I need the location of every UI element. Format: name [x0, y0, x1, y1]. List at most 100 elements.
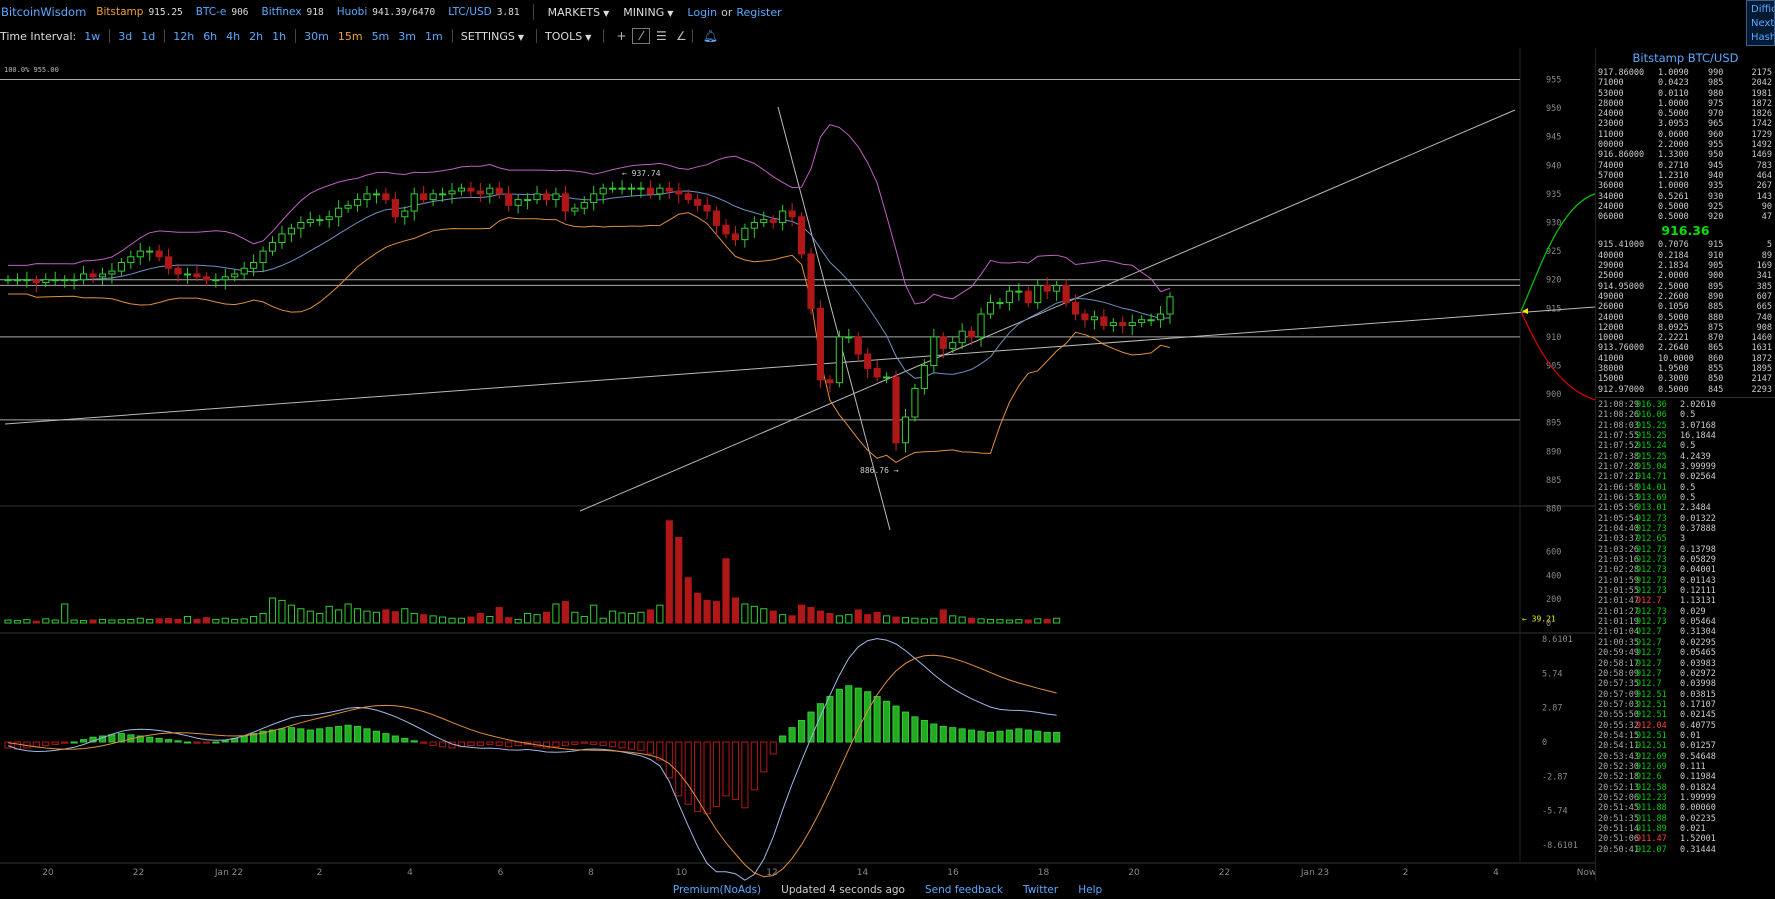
twitter-link[interactable]: Twitter — [1023, 884, 1059, 896]
candle — [1015, 290, 1023, 293]
ticker-bitfinex[interactable]: Bitfinex 918 — [262, 6, 324, 18]
crosshair-icon[interactable]: + — [616, 29, 627, 43]
trade-price: 912.51 — [1636, 741, 1667, 752]
trade-price: 912.73 — [1636, 513, 1667, 524]
interval-2h[interactable]: 2h — [249, 29, 264, 43]
interval-1d[interactable]: 1d — [141, 29, 156, 43]
volume-bar — [146, 618, 154, 624]
volume-bar — [779, 614, 787, 624]
interval-6h[interactable]: 6h — [203, 29, 218, 43]
depth-bid-curve — [1520, 193, 1595, 312]
book-cell: 49000 — [1598, 291, 1624, 302]
macd-histogram-bar — [70, 741, 78, 744]
interval-12h[interactable]: 12h — [173, 29, 195, 43]
candle — [70, 279, 78, 282]
macd-histogram-bar — [835, 688, 843, 743]
interval-1m[interactable]: 1m — [425, 29, 443, 43]
difficulty-info-box[interactable]: Diffic Next Hash — [1746, 0, 1775, 46]
volume-bar — [155, 618, 163, 624]
corner-line: Next — [1751, 18, 1775, 29]
trade-time: 21:01:55 — [1598, 586, 1639, 597]
settings-menu[interactable]: SETTINGS ▼ — [460, 29, 525, 43]
bell-icon[interactable]: 🔔︎ — [702, 29, 718, 43]
ticker-bitstamp[interactable]: Bitstamp 915.25 — [96, 6, 182, 18]
price-chart[interactable]: 955 950 945 940 935 930 925 920 915 910 905 900 895 8… — [0, 48, 1595, 881]
candle — [23, 279, 31, 282]
corner-line: Hash — [1751, 32, 1775, 43]
interval-1h[interactable]: 1h — [272, 29, 287, 43]
bid-row: 912.97000 0.5000 845 2293 — [1596, 385, 1775, 395]
book-cell: 895 — [1708, 281, 1724, 292]
brand-logo[interactable]: BitcoinWisdom — [1, 5, 87, 19]
volume-bar — [193, 618, 201, 624]
volume-bar — [656, 604, 664, 624]
trade-amount: 0.54648 — [1680, 751, 1716, 762]
macd-histogram-bar — [826, 696, 834, 743]
horizontal-lines-icon[interactable]: ☰ — [655, 29, 667, 43]
price-tick-label: 925 — [1546, 247, 1561, 257]
candle — [920, 365, 928, 389]
volume-bar — [4, 619, 12, 624]
trade-time: 21:07:38 — [1598, 451, 1639, 462]
macd-histogram-bar — [363, 728, 371, 743]
candle — [656, 187, 664, 195]
trade-time: 21:07:28 — [1598, 461, 1639, 472]
interval-5m[interactable]: 5m — [371, 29, 390, 43]
book-cell: 915 — [1708, 240, 1724, 251]
macd-histogram-bar — [590, 741, 598, 745]
send-feedback-link[interactable]: Send feedback — [924, 884, 1004, 896]
help-link[interactable]: Help — [1078, 884, 1103, 896]
candle — [627, 187, 636, 190]
candle — [760, 219, 768, 223]
trade-amount: 0.021 — [1680, 824, 1706, 834]
interval-3d[interactable]: 3d — [118, 29, 133, 43]
macd-histogram-bar — [675, 741, 683, 797]
markets-menu[interactable]: MARKETS ▼ — [547, 5, 610, 19]
candle — [590, 193, 598, 203]
interval-3m[interactable]: 3m — [398, 29, 416, 43]
ticker-name: LTC/USD — [448, 6, 492, 18]
trend-line — [579, 109, 1516, 512]
register-link[interactable]: Register — [736, 5, 782, 19]
volume-bar — [561, 601, 569, 624]
book-cell: 0.0110 — [1658, 88, 1689, 99]
time-tick-label: 20 — [1128, 868, 1140, 878]
volume-bar — [108, 619, 116, 624]
premium-link[interactable]: Premium(NoAds) — [672, 884, 762, 896]
volume-bar — [580, 615, 588, 624]
book-cell: 29000 — [1598, 261, 1624, 272]
trade-price: 912.7 — [1636, 596, 1662, 607]
trade-amount: 0.00060 — [1680, 803, 1716, 814]
time-tick-label: Now — [1577, 868, 1595, 878]
trendline-icon[interactable]: ⁄ — [632, 28, 651, 44]
macd-histogram-bar — [410, 740, 418, 743]
order-book-title: Bitstamp BTC/USD — [1632, 51, 1739, 65]
candle — [722, 224, 730, 235]
trade-price: 912.73 — [1636, 606, 1667, 617]
volume-bar — [618, 612, 626, 624]
tools-menu[interactable]: TOOLS ▼ — [545, 29, 592, 43]
trade-row: 20:51:06 911.47 1.52001 — [1596, 834, 1775, 844]
interval-15m[interactable]: 15m — [337, 29, 363, 43]
ask-row: 34000 0.5261 930 143 — [1596, 192, 1775, 202]
book-cell: 267 — [1756, 181, 1772, 192]
candle — [580, 201, 588, 209]
ticker-huobi[interactable]: Huobi 941.39/6470 — [337, 6, 435, 18]
trade-price: 912.73 — [1636, 544, 1667, 555]
candle — [1090, 316, 1098, 321]
trade-price: 912.7 — [1636, 679, 1662, 690]
interval-30m[interactable]: 30m — [304, 29, 329, 43]
volume-bar — [722, 558, 730, 624]
ticker-btce[interactable]: BTC-e 906 — [196, 6, 249, 18]
book-cell: 890 — [1708, 291, 1724, 302]
interval-1w[interactable]: 1w — [84, 29, 101, 43]
candle — [807, 253, 815, 309]
mining-menu[interactable]: MINING ▼ — [623, 5, 674, 19]
interval-4h[interactable]: 4h — [226, 29, 241, 43]
fib-fan-icon[interactable]: ∠ — [675, 29, 687, 43]
login-link[interactable]: Login — [687, 5, 718, 19]
ask-row: 36000 1.0000 935 267 — [1596, 181, 1775, 191]
ticker-ltcusd[interactable]: LTC/USD 3.81 — [448, 6, 519, 18]
trade-row: 21:07:38 915.25 4.2439 — [1596, 452, 1775, 462]
trend-line — [777, 106, 891, 531]
